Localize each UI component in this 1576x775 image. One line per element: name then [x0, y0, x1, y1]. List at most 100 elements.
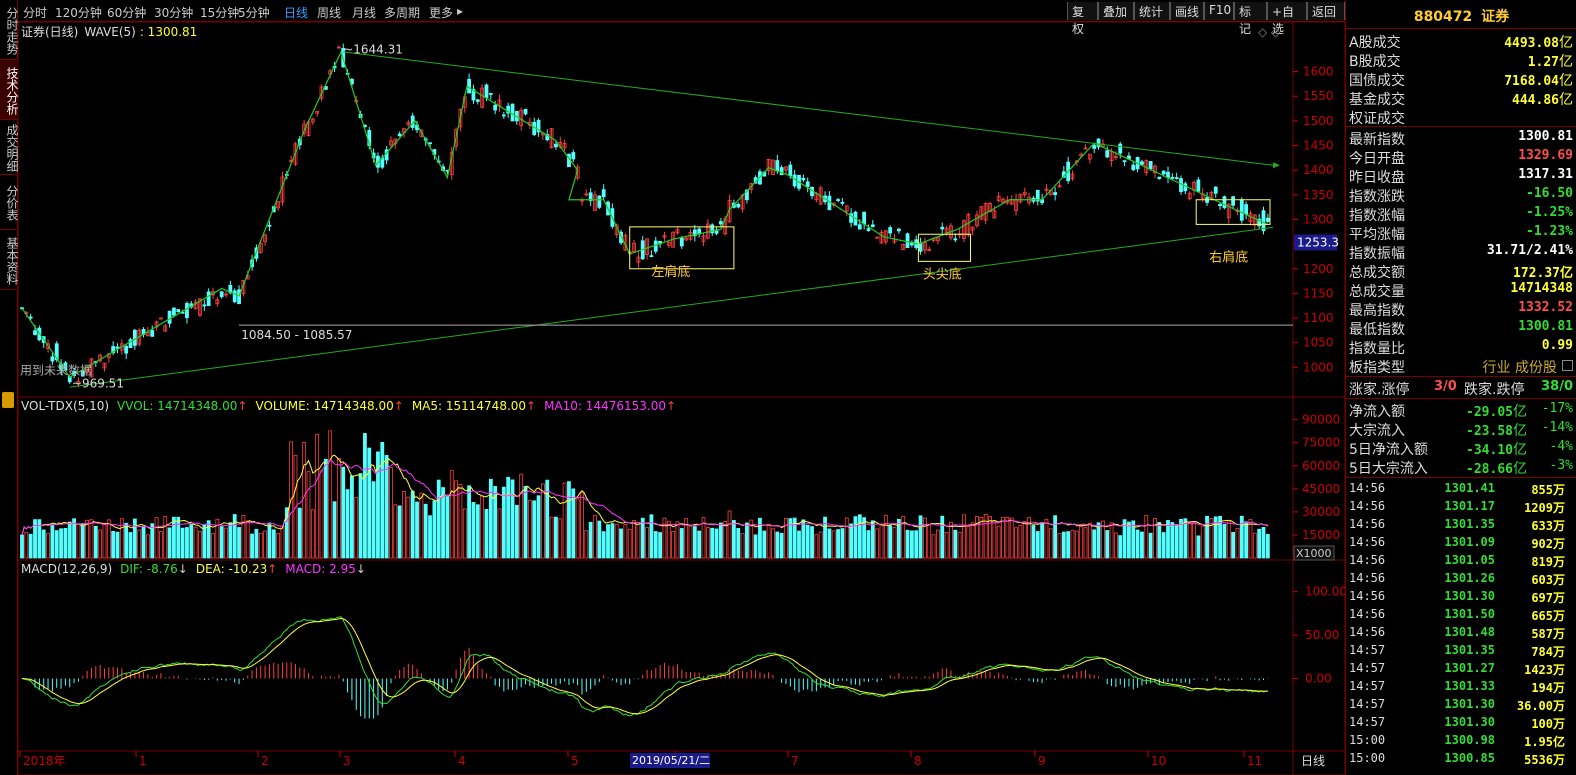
volume-bar — [72, 518, 76, 559]
candle-body — [1122, 160, 1127, 163]
tick-volume: 819万 — [1531, 555, 1565, 569]
head-label: 头尖底 — [923, 267, 962, 283]
volume-bar — [567, 481, 571, 559]
candle-body — [206, 291, 211, 306]
volume-bar — [1144, 515, 1149, 559]
tool-button-3[interactable]: 画线 — [1170, 2, 1204, 20]
tool-button-2[interactable]: 统计 — [1134, 2, 1170, 20]
candle-body — [588, 192, 593, 202]
quote-panel: 880472 证券 A股成交 4493.08亿 B股成交 1.27亿 国债成交 7168.… — [1345, 0, 1576, 775]
period-8[interactable]: 月线 — [352, 6, 377, 20]
stat-value: 14714348 — [1510, 281, 1573, 296]
volume-bar — [523, 485, 528, 559]
period-3[interactable]: 30分钟 — [154, 6, 194, 20]
volume-bar — [1009, 517, 1014, 559]
candles — [20, 43, 1270, 388]
left-tab-3[interactable]: 成交明细 — [0, 120, 19, 175]
candle-body — [276, 201, 281, 209]
tick-row: 14:56 1301.09 902万 — [1346, 533, 1576, 551]
candle-body — [267, 224, 272, 227]
period-0[interactable]: 分时 — [23, 6, 48, 20]
volume-bar — [215, 518, 220, 559]
expand-arrow-icon[interactable] — [2, 392, 14, 408]
volume-bar — [1239, 515, 1244, 559]
macd-tick-label: 50.00 — [1305, 628, 1339, 642]
volume-bar — [610, 523, 615, 559]
volume-bar — [519, 473, 524, 559]
volume-bar — [810, 526, 814, 559]
volume-bar — [949, 521, 953, 559]
candle-body — [33, 330, 37, 335]
candle-body — [419, 129, 424, 137]
volume-bar — [996, 525, 1001, 559]
volume-bar — [514, 504, 519, 559]
tick-time: 14:57 — [1349, 643, 1386, 657]
flow-value: -28.66亿 — [1466, 458, 1527, 478]
right-shoulder-label: 右肩底 — [1209, 249, 1248, 265]
volume-bar — [962, 514, 966, 559]
volume-bar — [28, 533, 33, 559]
volume-bar — [940, 515, 945, 559]
candle-body — [80, 370, 85, 377]
tool-button-0[interactable]: 复权 — [1067, 2, 1098, 36]
volume-bar — [988, 516, 992, 559]
volume-bar — [1113, 532, 1118, 559]
volume-bar — [1166, 520, 1170, 559]
pane-controls-icon[interactable]: ◇ ◇ — [1258, 25, 1281, 39]
left-tab-5[interactable]: 基本资料 — [0, 230, 19, 290]
volume-bar — [1118, 535, 1123, 559]
tool-button-5[interactable]: 标记 — [1234, 2, 1267, 36]
volume-bar — [89, 519, 94, 559]
period-9[interactable]: 多周期 — [384, 6, 421, 20]
more-arrow-icon[interactable]: ▸ — [457, 4, 464, 18]
volume-bar — [449, 470, 454, 559]
period-10[interactable]: 更多 — [429, 6, 454, 20]
volume-bar — [1053, 515, 1058, 559]
volume-bar — [46, 532, 50, 559]
left-tab-4[interactable]: 分价表 — [0, 175, 19, 230]
candle-body — [653, 240, 658, 252]
index-code: 880472 — [1413, 9, 1473, 25]
candle-body — [89, 358, 94, 378]
volume-bar — [241, 515, 246, 559]
volume-bar — [653, 531, 658, 559]
volume-bar — [957, 531, 962, 559]
tick-volume: 633万 — [1531, 519, 1565, 533]
candle-body — [784, 166, 788, 171]
candle-body — [571, 152, 576, 160]
volume-bar — [37, 519, 42, 559]
period-6[interactable]: 日线 — [284, 6, 309, 20]
tool-button-6[interactable]: +自选 — [1267, 2, 1307, 36]
candle-body — [263, 234, 267, 243]
list-icon[interactable] — [1562, 360, 1573, 371]
candle-body — [145, 332, 150, 337]
volume-bar — [367, 447, 372, 559]
candle-body — [1265, 217, 1270, 222]
period-7[interactable]: 周线 — [317, 6, 342, 20]
period-1[interactable]: 120分钟 — [55, 6, 102, 20]
period-5[interactable]: 5分钟 — [238, 6, 270, 20]
volume-bar — [441, 487, 445, 559]
period-2[interactable]: 60分钟 — [107, 6, 147, 20]
tick-time: 15:00 — [1349, 751, 1386, 765]
chart-area[interactable]: 1000105011001150120012501300135014001450… — [18, 22, 1345, 775]
candle-body — [493, 104, 498, 111]
tool-button-7[interactable]: 返回 — [1307, 2, 1345, 20]
volume-bar — [562, 482, 567, 559]
volume-bar — [410, 490, 415, 559]
tool-button-4[interactable]: F10 — [1204, 2, 1234, 20]
left-tab-1[interactable]: 分时走势 — [0, 0, 19, 60]
volume-bar — [614, 523, 619, 559]
tool-button-1[interactable]: 叠加 — [1098, 2, 1134, 20]
candle-body — [76, 381, 81, 384]
volume-bar — [684, 518, 689, 559]
volume-bar — [497, 508, 502, 559]
x-tick-label: 8 — [914, 754, 922, 768]
period-4[interactable]: 15分钟 — [200, 6, 240, 20]
stat-value: 31.71/2.41% — [1486, 243, 1573, 258]
volume-number: 7168.04 — [1504, 74, 1559, 89]
volume-bar — [284, 507, 289, 559]
stat-label: 指数涨幅 — [1349, 208, 1405, 224]
left-tab-2[interactable]: 技术分析 — [0, 60, 19, 120]
macd-tick-label: 0.00 — [1305, 672, 1332, 686]
